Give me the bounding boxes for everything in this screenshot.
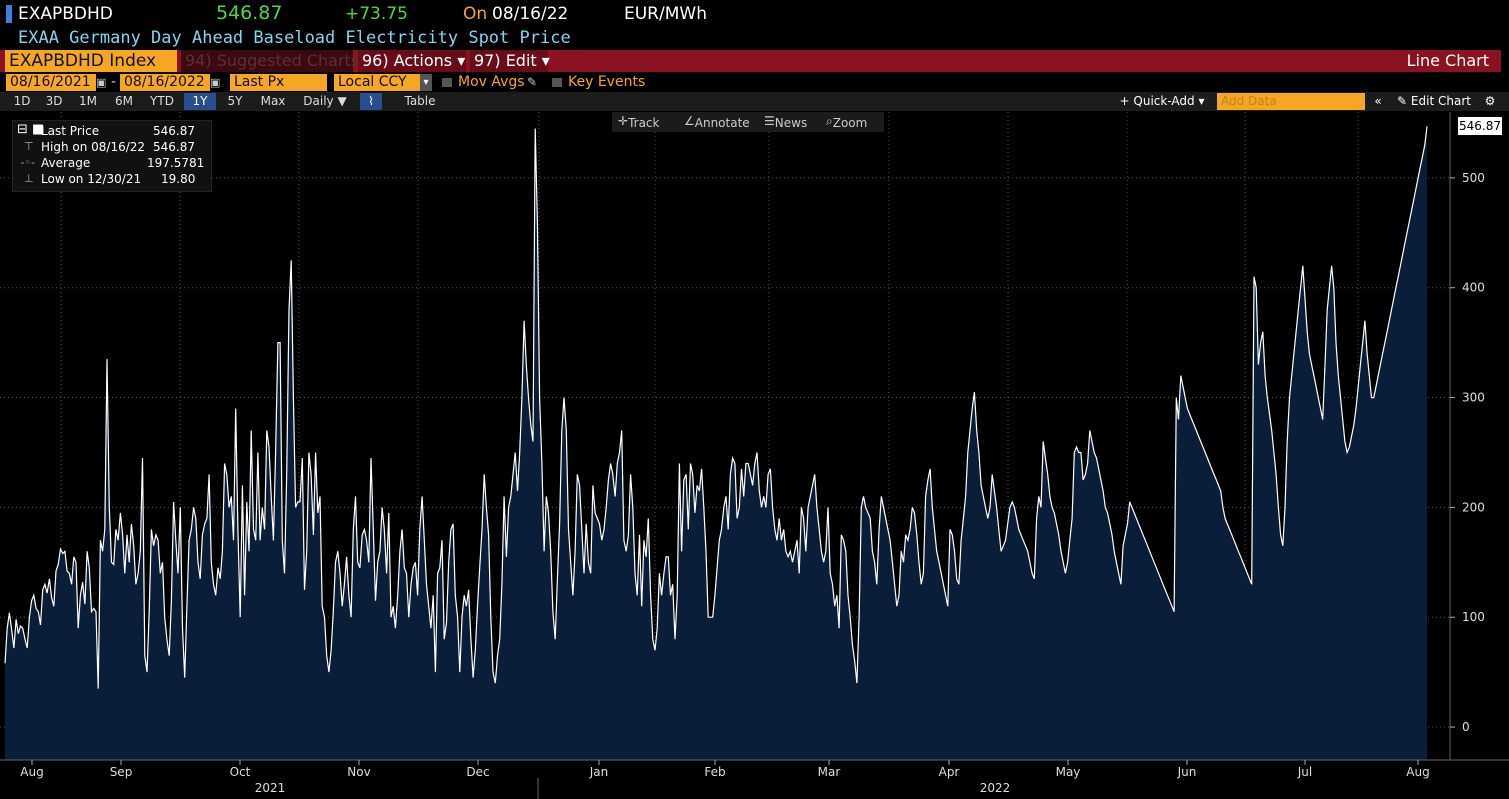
header: EXAPBDHD 546.87 +73.75 On 08/16/22 EUR/M… bbox=[0, 0, 1509, 26]
quote-date: 08/16/22 bbox=[492, 4, 569, 24]
timeframe-5y[interactable]: 5Y bbox=[227, 94, 243, 108]
add-data-input[interactable]: Add Data bbox=[1217, 93, 1365, 110]
zoom-label: Zoom bbox=[832, 116, 868, 130]
mov-avgs-label: Mov Avgs bbox=[458, 74, 525, 90]
track-label: Track bbox=[628, 116, 660, 130]
suggested-charts-button[interactable]: 94) Suggested Charts bbox=[181, 50, 359, 72]
date-separator: - bbox=[111, 74, 117, 90]
chart-type-label: Line Chart bbox=[1406, 51, 1489, 70]
security-description: EXAA Germany Day Ahead Baseload Electric… bbox=[18, 28, 571, 48]
track-tool[interactable]: ✛ Track bbox=[618, 114, 660, 130]
x-axis: Aug Sep Oct Nov Dec Jan Feb Mar Apr May Jun Jul Aug 2… bbox=[0, 759, 1509, 799]
legend-average: -◦- Average 197.5781 bbox=[17, 156, 205, 170]
news-label: News bbox=[774, 116, 808, 130]
y-tick-label: 300 bbox=[1462, 391, 1485, 405]
chart-legend: ⊟ ■ Last Price 546.87 ⊤ High on 08/16/22… bbox=[12, 120, 212, 192]
y-axis: 0 100 200 300 400 500 bbox=[1449, 112, 1485, 760]
year-label: 2021 bbox=[255, 781, 286, 795]
y-tick-label: 100 bbox=[1462, 610, 1485, 624]
legend-high: ⊤ High on 08/16/22 546.87 bbox=[17, 140, 195, 154]
x-tick-label: Dec bbox=[466, 765, 489, 779]
x-tick-label: Jan bbox=[589, 765, 609, 779]
unit: EUR/MWh bbox=[624, 4, 707, 24]
y-tick-label: 400 bbox=[1462, 281, 1485, 295]
year-label: 2022 bbox=[980, 781, 1011, 795]
chevron-down-icon[interactable]: ▾ bbox=[420, 74, 432, 91]
last-price-tag: 546.87 bbox=[1458, 117, 1502, 136]
timeframe-ytd[interactable]: YTD bbox=[150, 94, 174, 108]
annotate-tool[interactable]: ∠ Annotate bbox=[684, 114, 750, 130]
average-icon: -◦- bbox=[17, 156, 35, 169]
gear-icon[interactable]: ⚙ bbox=[1484, 94, 1496, 108]
ticker: EXAPBDHD bbox=[18, 4, 113, 24]
chart-controls: 08/16/2021 ▣ - 08/16/2022 ▣ Last Px Loca… bbox=[0, 73, 1509, 92]
x-tick-label: Feb bbox=[704, 765, 725, 779]
timeframe-6m[interactable]: 6M bbox=[115, 94, 133, 108]
x-tick-label: Aug bbox=[20, 765, 43, 779]
annotate-label: Annotate bbox=[694, 116, 750, 130]
high-icon: ⊤ bbox=[17, 140, 34, 153]
start-date-field[interactable]: 08/16/2021 bbox=[6, 74, 96, 91]
price-change: +73.75 bbox=[345, 4, 408, 24]
edit-menu[interactable]: 97) Edit ▾ bbox=[470, 50, 550, 72]
edit-chart-button[interactable]: ✎ Edit Chart bbox=[1397, 94, 1471, 108]
legend-last: ⊟ ■ Last Price 546.87 bbox=[17, 122, 195, 138]
chart-tools: ✛ Track ∠ Annotate ☰ News ⌕ Zoom bbox=[612, 112, 884, 132]
pencil-icon[interactable]: ✎ bbox=[527, 75, 538, 89]
currency-select[interactable]: Local CCY bbox=[334, 74, 430, 91]
field-select[interactable]: Last Px bbox=[230, 74, 327, 91]
news-tool[interactable]: ☰ News bbox=[764, 114, 808, 130]
calendar-icon[interactable]: ▣ bbox=[96, 76, 107, 89]
price-area bbox=[5, 126, 1427, 760]
x-tick-label: Apr bbox=[939, 765, 960, 779]
timeframe-1d[interactable]: 1D bbox=[13, 94, 31, 108]
mov-avgs-checkbox[interactable] bbox=[442, 78, 452, 87]
timeframe-max[interactable]: Max bbox=[260, 94, 286, 108]
price-line bbox=[4, 126, 1428, 689]
y-tick-label: 500 bbox=[1462, 171, 1485, 185]
x-tick-label: Sep bbox=[110, 765, 133, 779]
security-field[interactable]: EXAPBDHD Index bbox=[5, 50, 177, 72]
edit-chart-label: Edit Chart bbox=[1410, 94, 1471, 108]
x-tick-label: Aug bbox=[1406, 765, 1429, 779]
on-label: On bbox=[463, 4, 488, 24]
timeframe-1y[interactable]: 1Y bbox=[184, 93, 216, 110]
key-events-checkbox[interactable] bbox=[552, 78, 562, 87]
y-tick-label: 200 bbox=[1462, 500, 1485, 514]
square-icon: ⊟ ■ bbox=[17, 122, 45, 137]
quick-add-button[interactable]: + Quick-Add ▾ bbox=[1119, 94, 1205, 108]
calendar-icon[interactable]: ▣ bbox=[210, 76, 221, 89]
security-marker bbox=[6, 5, 12, 23]
last-price: 546.87 bbox=[216, 2, 283, 24]
table-button[interactable]: Table bbox=[404, 94, 436, 108]
actions-menu[interactable]: 96) Actions ▾ bbox=[358, 50, 466, 72]
y-tick-label: 0 bbox=[1462, 720, 1470, 734]
timeframe-bar: 1D 3D 1M 6M YTD 1Y 5Y Max Daily ▼ ⌇ Table + Qui… bbox=[0, 92, 1509, 111]
x-tick-label: Oct bbox=[230, 765, 251, 779]
legend-low: ⊥ Low on 12/30/21 19.80 bbox=[17, 172, 196, 186]
zoom-tool[interactable]: ⌕ Zoom bbox=[826, 114, 868, 130]
low-icon: ⊥ bbox=[17, 172, 34, 185]
timeframe-1m[interactable]: 1M bbox=[79, 94, 97, 108]
periodicity-select[interactable]: Daily ▼ bbox=[303, 94, 347, 108]
line-chart-icon[interactable]: ⌇ bbox=[360, 93, 382, 110]
x-tick-label: Jul bbox=[1297, 765, 1312, 779]
key-events-label: Key Events bbox=[568, 74, 646, 90]
x-tick-label: Nov bbox=[347, 765, 370, 779]
collapse-icon[interactable]: « bbox=[1374, 94, 1382, 108]
x-tick-label: Jun bbox=[1177, 765, 1197, 779]
x-tick-label: May bbox=[1056, 765, 1081, 779]
function-toolbar: EXAPBDHD Index 94) Suggested Charts 96) … bbox=[0, 50, 1501, 72]
timeframe-3d[interactable]: 3D bbox=[45, 94, 63, 108]
x-tick-label: Mar bbox=[818, 765, 841, 779]
end-date-field[interactable]: 08/16/2022 bbox=[120, 74, 210, 91]
